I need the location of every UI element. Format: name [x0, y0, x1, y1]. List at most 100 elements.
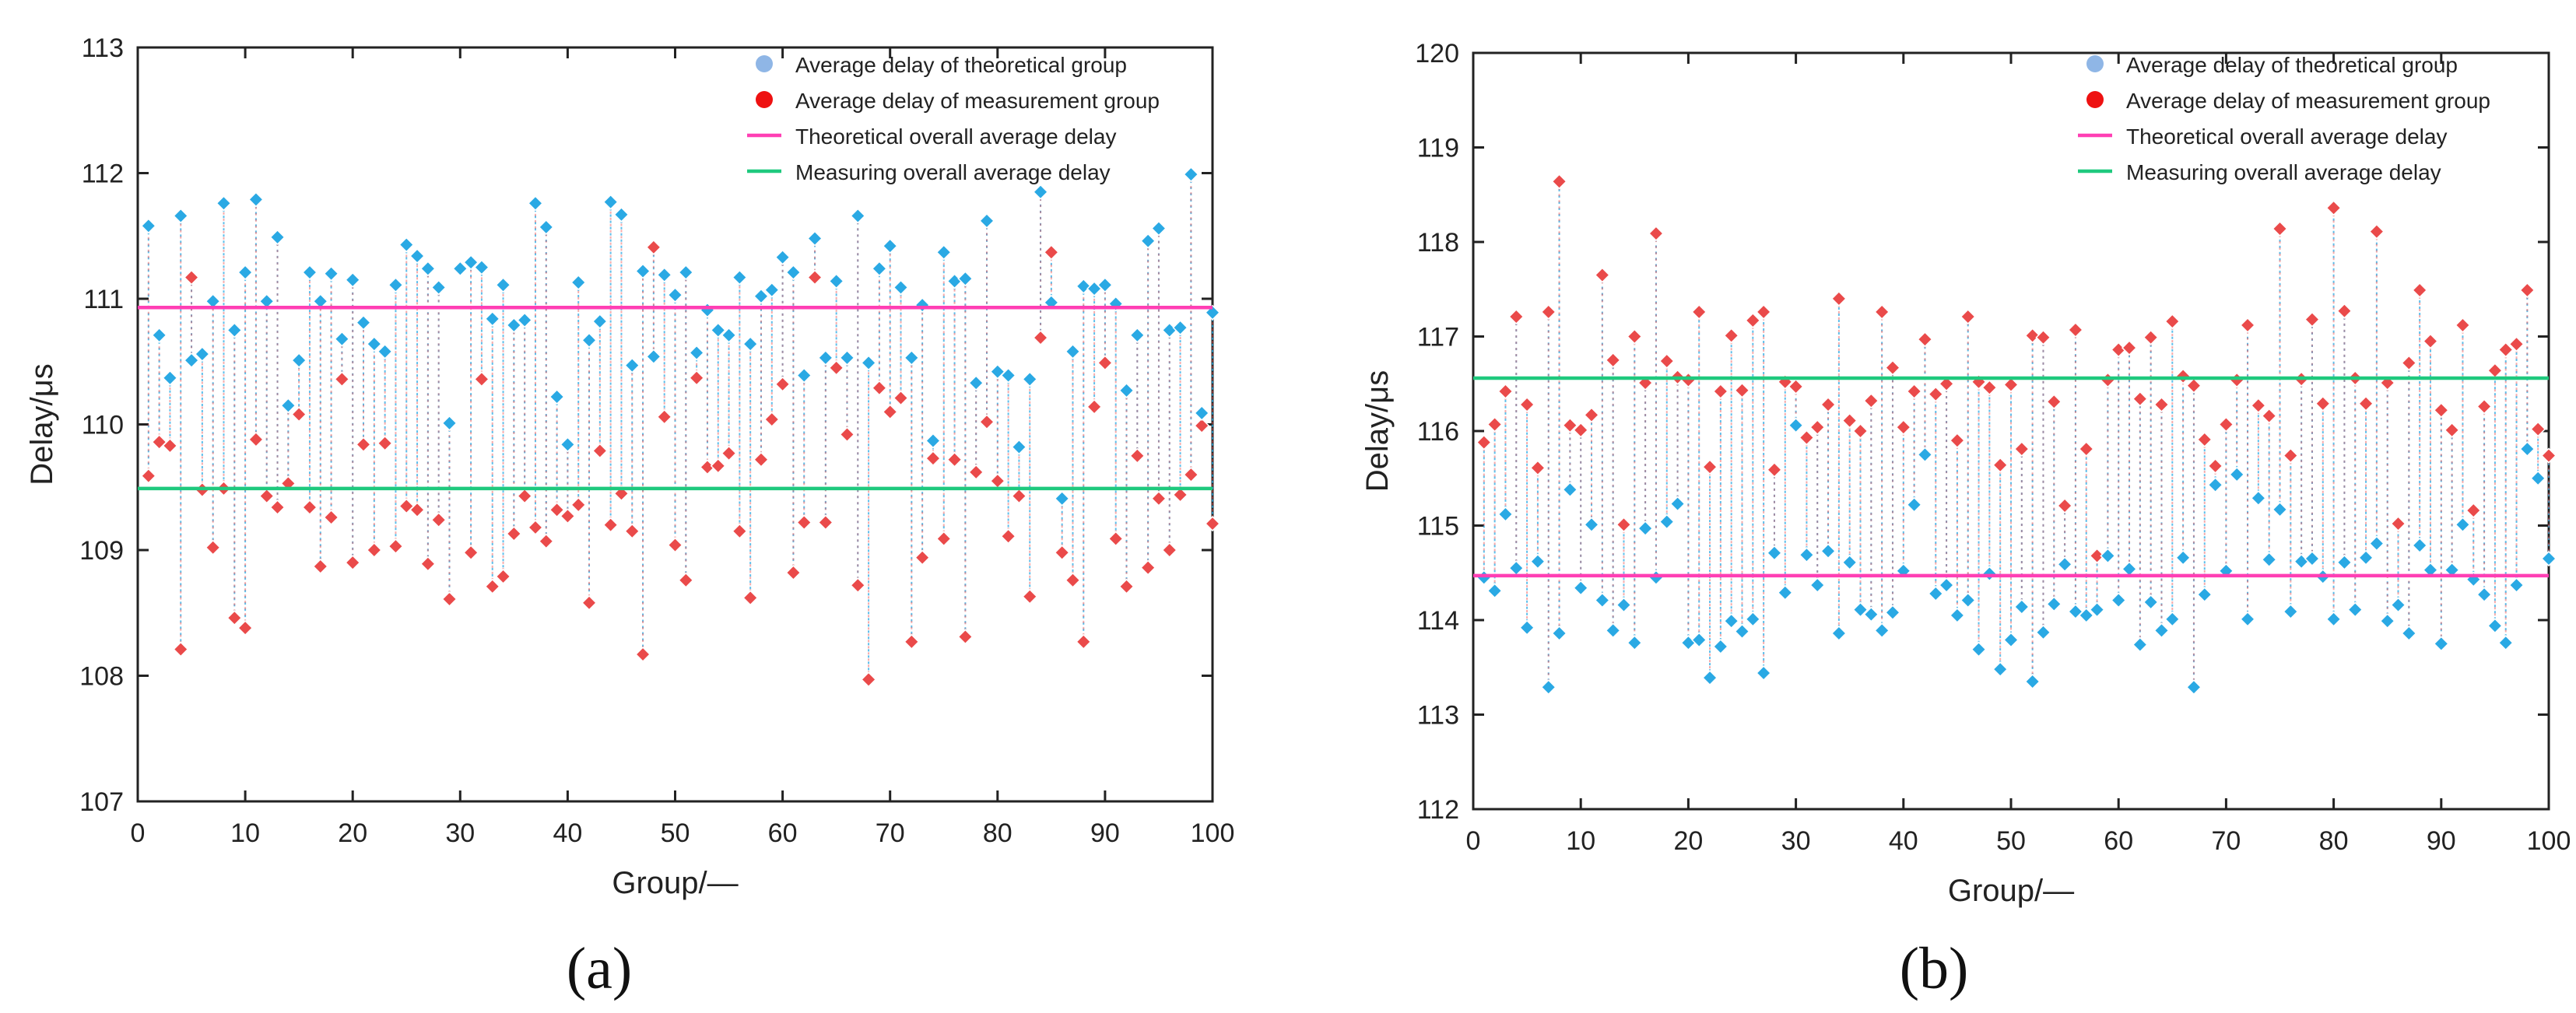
x-tick-label: 10 — [230, 818, 260, 848]
measurement-point — [441, 591, 458, 608]
measurement-point — [828, 359, 844, 376]
measurement-point — [1745, 312, 1761, 328]
theory-point — [1799, 547, 1815, 563]
theory-point — [732, 269, 748, 286]
x-tick-label: 100 — [1191, 818, 1235, 848]
x-tick-label: 70 — [2211, 826, 2241, 856]
theory-point — [140, 218, 156, 234]
theory-point — [291, 352, 307, 369]
y-tick-label: 115 — [1417, 512, 1459, 542]
measurement-point — [893, 390, 909, 406]
theory-point — [871, 261, 887, 277]
theory-point — [2455, 517, 2471, 533]
measurement-point — [1054, 545, 1070, 561]
x-tick-label: 20 — [338, 818, 367, 848]
measurement-point — [1863, 393, 1879, 409]
measurement-point — [2304, 311, 2321, 328]
theory-point — [538, 219, 554, 236]
measurement-point — [2530, 421, 2546, 437]
y-tick-label: 114 — [1417, 606, 1459, 636]
measurement-point — [2433, 402, 2449, 419]
measurement-point — [140, 468, 156, 484]
measurement-point — [978, 414, 995, 430]
theory-point — [861, 355, 877, 371]
theory-point — [978, 212, 995, 229]
measurement-point — [2002, 377, 2020, 393]
theory-point — [667, 287, 683, 303]
theory-point — [506, 317, 522, 333]
y-tick-label: 120 — [1415, 39, 1459, 68]
measurement-point — [1981, 380, 1998, 396]
measurement-point — [1562, 417, 1578, 433]
theory-point — [1777, 584, 1793, 601]
theory-point — [839, 349, 855, 366]
theory-point — [774, 249, 791, 265]
theory-point — [1928, 585, 1944, 602]
theory-point — [1605, 622, 1621, 639]
measurement-point — [1605, 352, 1621, 368]
measurement-point — [2035, 329, 2051, 345]
measurement-point — [2132, 391, 2148, 407]
measurement-point — [1841, 412, 1858, 429]
measurement-point — [1874, 303, 1890, 320]
theory-point — [1992, 661, 2009, 678]
theory-point — [560, 436, 576, 453]
measurement-point — [2315, 395, 2331, 412]
theory-point — [1508, 560, 1525, 577]
y-axis-title: Delay/μs — [25, 363, 59, 485]
x-tick-label: 60 — [2104, 826, 2133, 856]
measurement-point — [2283, 447, 2299, 464]
legend-label: Measuring overall average delay — [2126, 160, 2441, 184]
measurement-point — [1723, 328, 1739, 344]
theory-point — [1054, 490, 1070, 507]
measurement-point — [1476, 434, 1492, 450]
theory-point — [1734, 623, 1750, 640]
y-tick-label: 117 — [1417, 323, 1459, 352]
theory-point — [2540, 550, 2557, 567]
measurement-point — [2078, 441, 2094, 457]
theory-point — [2476, 587, 2493, 603]
measurement-point — [1830, 290, 1847, 307]
measurement-point — [484, 578, 500, 594]
measurement-point — [581, 594, 598, 611]
measurement-point — [1508, 308, 1525, 325]
theory-point — [463, 254, 479, 271]
measurement-point — [2239, 317, 2256, 333]
x-tick-label: 100 — [2527, 826, 2571, 856]
theory-point — [2412, 537, 2428, 554]
measurement-point — [2196, 431, 2213, 447]
measurement-point — [1022, 588, 1038, 605]
measurement-point — [538, 533, 554, 549]
measurement-point — [1573, 422, 1589, 438]
theory-point — [806, 230, 823, 247]
theory-point — [1540, 679, 1556, 696]
theory-point — [398, 237, 415, 253]
measurement-point — [763, 411, 780, 428]
theory-point — [1820, 543, 1837, 559]
theory-point — [1874, 622, 1890, 639]
theory-point — [409, 248, 426, 265]
theory-point — [2175, 549, 2192, 566]
theory-point — [1788, 417, 1804, 433]
measurement-point — [1118, 578, 1135, 594]
theory-point — [1756, 664, 1772, 682]
theory-point — [882, 238, 898, 254]
theory-point — [388, 277, 404, 293]
measurement-point — [1799, 429, 1815, 446]
x-tick-label: 80 — [2319, 826, 2349, 856]
measurement-point — [935, 531, 952, 547]
theory-point — [495, 277, 511, 293]
measurement-point — [2465, 502, 2482, 519]
y-tick-label: 118 — [1417, 228, 1459, 258]
y-axis-title: Delay/μs — [1360, 370, 1395, 492]
theory-point — [183, 352, 200, 369]
theory-point — [419, 261, 436, 277]
measurement-point — [1949, 433, 1965, 449]
measurement-point — [1616, 517, 1632, 533]
measurement-point — [2487, 363, 2503, 379]
theory-point — [1172, 320, 1188, 336]
theory-point — [517, 312, 533, 328]
measurement-point — [1486, 416, 1503, 433]
y-tick-label: 110 — [82, 411, 124, 440]
